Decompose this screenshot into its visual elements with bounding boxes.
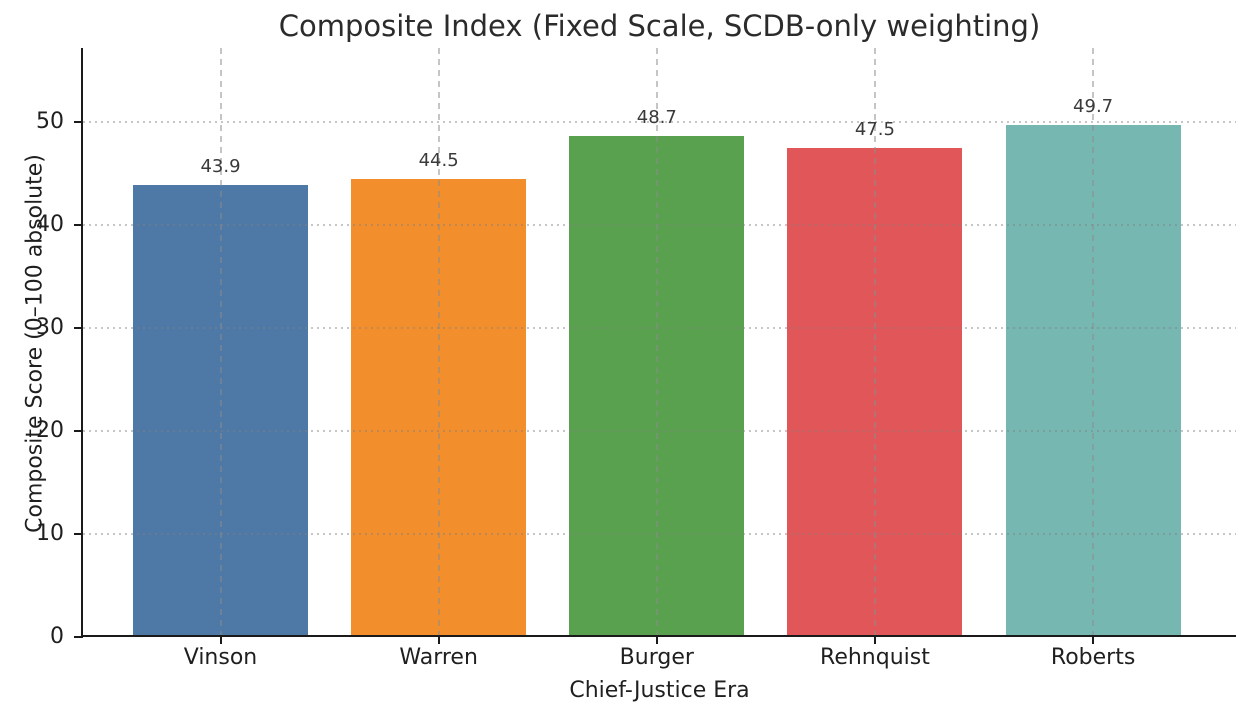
h-gridline bbox=[83, 430, 1236, 433]
plot-area bbox=[81, 48, 1236, 637]
v-gridline bbox=[655, 48, 658, 637]
h-gridline bbox=[83, 533, 1236, 536]
x-tick-label: Roberts bbox=[1050, 645, 1136, 670]
y-tick-mark bbox=[74, 636, 83, 638]
y-tick-label: 0 bbox=[50, 624, 64, 649]
y-axis-label: Composite Score (0–100 absolute) bbox=[22, 154, 48, 533]
left-spine bbox=[81, 48, 83, 637]
y-tick-label: 30 bbox=[36, 315, 64, 341]
y-tick-label: 10 bbox=[36, 521, 64, 547]
y-tick-mark bbox=[74, 224, 83, 227]
x-tick-mark bbox=[1092, 637, 1095, 644]
x-tick-label: Warren bbox=[399, 645, 478, 670]
v-gridline bbox=[219, 48, 222, 637]
x-tick-label: Burger bbox=[619, 645, 694, 670]
y-tick-mark bbox=[74, 121, 83, 124]
y-tick-mark bbox=[74, 533, 83, 536]
y-tick-label: 50 bbox=[36, 109, 64, 135]
bar-value-label: 44.5 bbox=[418, 149, 459, 171]
v-gridline bbox=[437, 48, 440, 637]
x-tick-mark bbox=[219, 637, 222, 644]
h-gridline bbox=[83, 121, 1236, 124]
x-tick-mark bbox=[655, 637, 658, 644]
y-tick-mark bbox=[74, 327, 83, 330]
bar-value-label: 48.7 bbox=[636, 106, 677, 128]
y-tick-mark bbox=[74, 430, 83, 433]
bar-value-label: 43.9 bbox=[200, 155, 241, 177]
x-tick-mark bbox=[437, 637, 440, 644]
chart-title: Composite Index (Fixed Scale, SCDB-only … bbox=[278, 9, 1041, 43]
y-tick-label: 40 bbox=[36, 212, 64, 238]
v-gridline bbox=[1092, 48, 1095, 637]
x-axis-label: Chief-Justice Era bbox=[569, 678, 750, 703]
bar-value-label: 47.5 bbox=[854, 118, 895, 140]
x-tick-mark bbox=[873, 637, 876, 644]
h-gridline bbox=[83, 327, 1236, 330]
v-gridline bbox=[873, 48, 876, 637]
x-tick-label: Vinson bbox=[183, 645, 258, 670]
bar-value-label: 49.7 bbox=[1073, 96, 1114, 118]
x-tick-label: Rehnquist bbox=[820, 645, 930, 670]
h-gridline bbox=[83, 224, 1236, 227]
bottom-spine bbox=[81, 635, 1236, 637]
y-tick-label: 20 bbox=[36, 418, 64, 444]
